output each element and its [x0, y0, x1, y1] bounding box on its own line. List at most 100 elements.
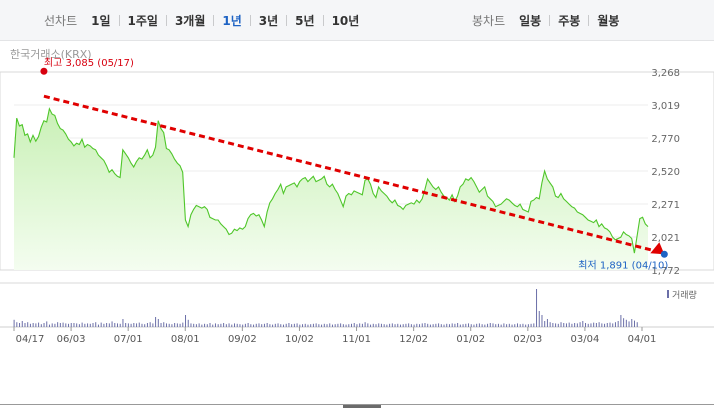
- volume-bar: [253, 324, 255, 327]
- volume-bar: [190, 323, 192, 327]
- volume-bar: [122, 319, 124, 327]
- period-1d-button[interactable]: 1일: [91, 13, 111, 28]
- volume-bar: [484, 324, 486, 327]
- volume-bar: [533, 323, 535, 327]
- weekly-candle-button[interactable]: 주봉: [558, 13, 581, 28]
- volume-legend-label: 거래량: [672, 289, 697, 301]
- volume-bar: [182, 322, 184, 327]
- divider: [549, 14, 551, 26]
- volume-bar: [89, 323, 91, 327]
- x-tick-label: 04/17: [16, 334, 45, 345]
- volume-bar: [54, 323, 56, 327]
- period-1w-button[interactable]: 1주일: [127, 13, 158, 28]
- volume-bar: [138, 322, 140, 327]
- volume-bar: [234, 323, 236, 327]
- volume-bar: [631, 319, 633, 327]
- volume-bar: [552, 323, 554, 327]
- volume-bar: [424, 323, 426, 327]
- volume-bar: [511, 324, 513, 327]
- volume-bar: [375, 324, 377, 327]
- volume-bar: [470, 324, 472, 327]
- volume-bar: [326, 324, 328, 327]
- volume-bar: [372, 323, 374, 327]
- volume-bar: [462, 324, 464, 327]
- volume-bar: [468, 323, 470, 327]
- volume-bar: [127, 323, 129, 327]
- divider: [322, 14, 324, 26]
- volume-bar: [361, 323, 363, 327]
- chart-toolbar: 선차트 1일 1주일 3개월 1년 3년 5년 10년 봉차트 일봉 주봉 월봉: [0, 0, 714, 41]
- volume-bar: [421, 323, 423, 327]
- volume-bar: [214, 323, 216, 327]
- volume-bar: [141, 323, 143, 327]
- volume-bar: [266, 323, 268, 327]
- volume-bar: [217, 324, 219, 327]
- trend-arrowhead: [650, 242, 665, 255]
- volume-bar: [331, 324, 333, 327]
- volume-bar: [70, 323, 72, 327]
- volume-bar: [446, 323, 448, 327]
- volume-bar: [574, 323, 576, 327]
- volume-bar: [623, 318, 625, 327]
- volume-bar: [76, 323, 78, 327]
- period-1y-button[interactable]: 1년: [222, 13, 242, 28]
- volume-bar: [220, 323, 222, 327]
- daily-candle-button[interactable]: 일봉: [519, 13, 542, 28]
- volume-bar: [255, 323, 257, 327]
- volume-bar: [48, 324, 50, 327]
- volume-bar: [419, 324, 421, 327]
- volume-bar: [193, 323, 195, 327]
- volume-bar: [359, 323, 361, 327]
- volume-bar: [46, 321, 48, 327]
- volume-bar: [269, 324, 271, 327]
- low-marker: [660, 250, 668, 258]
- volume-bar: [247, 323, 249, 327]
- volume-bar: [116, 323, 118, 327]
- volume-bar: [443, 324, 445, 327]
- volume-bar: [261, 324, 263, 327]
- volume-bar: [527, 324, 529, 327]
- volume-bar: [410, 324, 412, 327]
- volume-bar: [342, 324, 344, 327]
- volume-bar: [299, 324, 301, 327]
- volume-bar: [391, 323, 393, 327]
- volume-bar: [557, 323, 559, 327]
- volume-bar: [146, 323, 148, 327]
- volume-bar: [612, 323, 614, 327]
- volume-bar: [100, 322, 102, 327]
- volume-bar: [620, 315, 622, 327]
- volume-bar: [609, 322, 611, 327]
- volume-bar: [606, 323, 608, 327]
- volume-bar: [111, 321, 113, 327]
- volume-bar: [516, 323, 518, 327]
- volume-bar: [209, 323, 211, 327]
- volume-bar: [136, 323, 138, 327]
- monthly-candle-button[interactable]: 월봉: [597, 13, 620, 28]
- volume-bar: [473, 324, 475, 327]
- y-tick-label: 1,772: [651, 266, 680, 277]
- scroll-handle[interactable]: [343, 405, 381, 408]
- period-3y-button[interactable]: 3년: [258, 13, 279, 28]
- volume-bar: [451, 323, 453, 327]
- x-tick-label: 06/03: [57, 334, 86, 345]
- volume-bar: [38, 322, 40, 327]
- volume-bar: [628, 321, 630, 327]
- volume-bar: [405, 323, 407, 327]
- data-source-label: 한국거래소(KRX): [10, 48, 92, 61]
- volume-bar: [340, 323, 342, 327]
- period-5y-button[interactable]: 5년: [295, 13, 315, 28]
- volume-bar: [176, 323, 178, 327]
- volume-bar: [125, 323, 127, 327]
- volume-bar: [62, 322, 64, 327]
- period-10y-button[interactable]: 10년: [331, 13, 360, 28]
- volume-bar: [312, 323, 314, 327]
- x-tick-label: 12/02: [399, 334, 428, 345]
- volume-bar: [35, 323, 37, 327]
- high-marker: [40, 67, 48, 75]
- period-3m-button[interactable]: 3개월: [174, 13, 206, 28]
- volume-bar: [587, 323, 589, 327]
- y-tick-label: 2,520: [651, 167, 680, 178]
- volume-bar: [457, 323, 459, 327]
- volume-bar: [323, 323, 325, 327]
- volume-bar: [204, 323, 206, 327]
